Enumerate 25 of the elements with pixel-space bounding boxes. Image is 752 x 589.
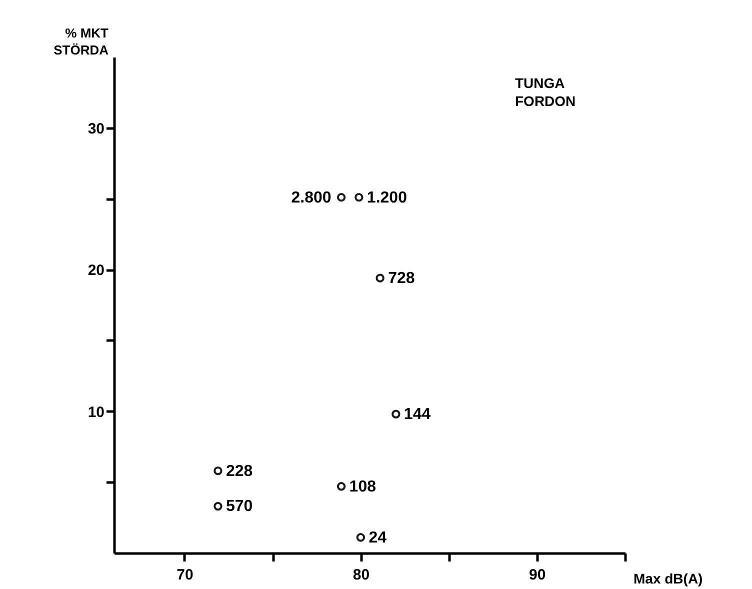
annotation: 144 — [404, 406, 431, 424]
point — [356, 533, 366, 542]
y-tick-label: 20 — [88, 262, 104, 280]
annotation: 570 — [226, 498, 253, 516]
x-tick-label: 80 — [352, 566, 370, 584]
x-axis-title: Max dB(A) — [634, 570, 703, 586]
annotation: 228 — [226, 462, 253, 480]
point — [354, 192, 364, 202]
y-axis-title: % MKT STÖRDA — [54, 26, 110, 58]
point — [336, 192, 346, 202]
point — [214, 502, 222, 511]
annotation: 2.800 — [291, 189, 332, 206]
point — [376, 274, 384, 282]
point — [336, 482, 346, 491]
point — [214, 466, 222, 476]
x-tick-label: 70 — [176, 566, 194, 584]
point — [392, 410, 400, 418]
x-tick-label: 90 — [529, 566, 546, 584]
annotation: 1.200 — [366, 189, 408, 206]
y-tick-label: 30 — [88, 120, 104, 138]
annotation: TUNGA FORDON — [515, 75, 576, 109]
annotation: 24 — [368, 529, 387, 546]
annotation: 728 — [388, 270, 415, 288]
y-tick-label: 10 — [88, 404, 104, 421]
annotation: 108 — [349, 478, 376, 496]
